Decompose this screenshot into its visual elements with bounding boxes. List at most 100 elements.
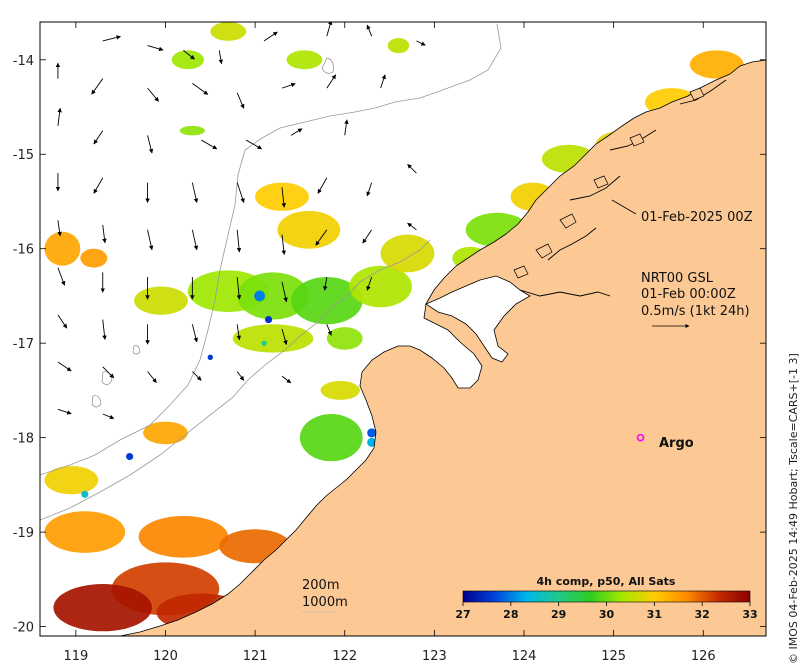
current-vector: [93, 177, 104, 194]
y-tick-label: -17: [13, 337, 34, 352]
sst-patch: [80, 248, 108, 268]
sst-cold-spot: [207, 354, 213, 361]
colorbar-gradient: [462, 590, 751, 603]
kimberley-rivers: [519, 79, 727, 297]
bathymetry-200m-contour: [40, 239, 431, 521]
current-vector: [326, 74, 337, 89]
y-tick-label: -14: [13, 54, 34, 69]
current-vector: [281, 234, 287, 255]
timestamp-label: 01-Feb-2025 00Z: [641, 210, 753, 225]
x-tick-label: 120: [153, 649, 178, 664]
current-vector: [191, 324, 199, 343]
sst-patch: [232, 324, 314, 353]
x-axis: 119 120 121 122 123 124 125 126: [63, 22, 716, 664]
colorbar-tick-label: 32: [695, 608, 710, 621]
colorbar-tick-label: 27: [455, 608, 470, 621]
bathymetry-1000m-contour: [40, 23, 502, 476]
current-vector: [317, 177, 328, 194]
sst-cold-spot: [81, 490, 89, 498]
colorbar-tick-label: 33: [742, 608, 757, 621]
argo-float-marker: [636, 433, 645, 442]
sst-patch: [277, 210, 341, 249]
sst-patch: [210, 22, 247, 41]
sst-patch: [44, 231, 81, 266]
current-vector: [102, 366, 115, 379]
y-tick-label: -19: [13, 526, 34, 541]
current-vector: [362, 229, 373, 244]
current-vector: [236, 371, 245, 381]
current-vector: [57, 267, 66, 286]
sst-patch: [44, 511, 126, 553]
current-vector: [93, 130, 104, 145]
argo-label: Argo: [659, 436, 694, 451]
current-vector: [57, 408, 72, 415]
current-vector: [245, 139, 263, 150]
y-tick-label: -15: [13, 148, 34, 163]
colorbar-tick-label: 28: [503, 608, 518, 621]
current-vector: [281, 82, 296, 89]
kimberley-islands: [513, 87, 705, 279]
current-vector: [236, 324, 242, 341]
colorbar-tick-label: 30: [599, 608, 615, 621]
reef-outline-1: [321, 57, 334, 74]
current-vector: [326, 324, 332, 336]
contour-1000m-label: 1000m: [302, 595, 348, 610]
current-vector: [147, 371, 157, 383]
y-tick-label: -16: [13, 243, 34, 258]
current-vector: [201, 139, 218, 150]
current-vector: [323, 276, 328, 291]
current-vector: [192, 83, 209, 95]
king-sound-inlet: [425, 275, 531, 363]
australia-landmass: [119, 59, 766, 636]
current-time-label: 01-Feb 00:00Z: [641, 287, 736, 302]
current-vector: [147, 87, 160, 102]
current-vector: [192, 371, 202, 381]
y-axis: -14 -15 -16 -17 -18 -19 -20: [13, 54, 766, 636]
sst-patch: [290, 277, 363, 325]
colorbar-ticks: 27 28 29 30 31 32 33: [455, 602, 758, 621]
current-vector: [102, 225, 107, 244]
sst-patch: [134, 286, 188, 315]
current-vector: [281, 375, 292, 384]
current-vector: [147, 135, 154, 154]
timestamp-pointer-line: [611, 199, 637, 215]
colorbar: 4h comp, p50, All Sats 27 28 29 30 31 32 33: [455, 575, 757, 621]
current-vector: [236, 229, 242, 253]
current-scale-label: 0.5m/s (1kt 24h): [641, 304, 750, 319]
x-tick-label: 124: [512, 649, 537, 664]
sst-patch: [237, 272, 309, 320]
colorbar-tick-label: 31: [647, 608, 662, 621]
current-vector: [344, 119, 349, 136]
current-vector: [236, 92, 245, 109]
sst-patch: [179, 125, 205, 136]
credit-text: © IMOS 04-Feb-2025 14:49 Hobart; Tscale=…: [787, 353, 800, 664]
current-vector: [102, 319, 107, 340]
current-vector: [57, 314, 68, 329]
current-vector: [366, 182, 373, 197]
current-vector: [366, 24, 373, 37]
reef-outline-2: [101, 371, 113, 385]
sst-patch: [349, 265, 412, 308]
sst-cold-spot: [367, 437, 377, 447]
current-vector: [407, 222, 417, 231]
sst-patch: [255, 182, 309, 211]
current-vector: [236, 277, 242, 300]
x-tick-label: 119: [63, 649, 88, 664]
current-vector: [281, 281, 288, 303]
sst-patch: [380, 234, 435, 273]
current-vector: [236, 182, 245, 203]
sst-patch: [286, 50, 323, 70]
current-vector: [57, 107, 62, 126]
sst-cold-spot: [367, 428, 377, 438]
sst-cold-spot: [261, 340, 267, 346]
current-vector: [263, 31, 278, 42]
current-vector: [102, 35, 121, 42]
current-vector: [281, 187, 287, 208]
sst-cold-spot: [126, 452, 134, 461]
colorbar-tick-label: 29: [551, 608, 566, 621]
sst-cold-spot: [254, 290, 265, 302]
current-source-label: NRT00 GSL: [641, 271, 714, 286]
y-tick-label: -18: [13, 432, 34, 447]
sst-patch: [326, 327, 363, 350]
